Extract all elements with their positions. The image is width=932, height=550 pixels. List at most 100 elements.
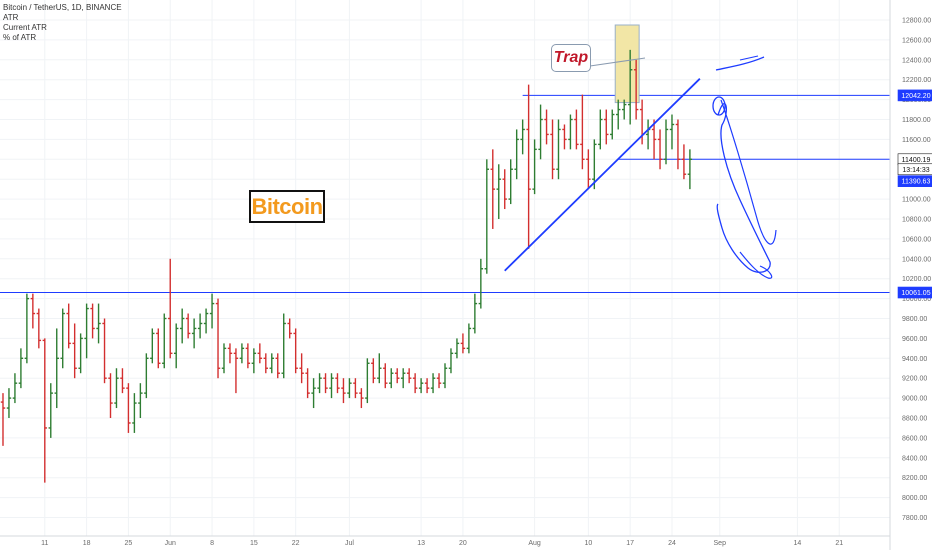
ohlc-bar [610, 109, 615, 140]
indicator-current-atr[interactable]: Current ATR [3, 23, 47, 32]
horizontal-lines [0, 94, 890, 294]
trap-highlight-zone [614, 24, 640, 104]
ohlc-bar [526, 84, 531, 249]
ohlc-bar [293, 328, 298, 374]
price-tag: 10061.05 [897, 286, 932, 299]
price-tick-label: 10800.00 [902, 217, 931, 224]
ohlc-bar [197, 313, 203, 339]
ohlc-bar [669, 114, 675, 150]
ohlc-bar [18, 348, 24, 389]
ohlc-bar [150, 328, 155, 364]
indicator-percent-atr[interactable]: % of ATR [3, 33, 37, 42]
ohlc-bar [329, 373, 334, 399]
ohlc-bar [347, 378, 352, 399]
time-tick-label: 14 [794, 540, 802, 547]
ohlc-bar [191, 318, 197, 349]
price-tick-label: 12600.00 [902, 37, 931, 44]
ohlc-bar [239, 343, 245, 364]
ohlc-bar [544, 109, 549, 145]
chart-legend: Bitcoin / TetherUS, 1D, BINANCE ATR Curr… [3, 3, 122, 43]
ohlc-bar [48, 383, 53, 438]
upper-arc-stroke [715, 56, 765, 71]
ohlc-bar [138, 383, 143, 418]
time-axis[interactable]: 11 18 25 Jun 8 15 22 Jul 13 20 Aug 10 17 24 Sep 14 21 [0, 535, 890, 547]
price-tick-label: 9600.00 [902, 336, 927, 343]
time-tick-label: 24 [668, 540, 676, 547]
ohlc-bar [209, 293, 215, 329]
price-tick-label: 8200.00 [902, 475, 927, 482]
time-tick-label: Jun [165, 540, 176, 547]
ohlc-bar [645, 119, 651, 150]
indicator-atr[interactable]: ATR [3, 13, 19, 22]
trap-callout: Trap [551, 44, 591, 72]
price-axis[interactable]: 7800.00 8000.00 8200.00 8400.00 8600.00 8800.… [889, 0, 931, 550]
price-tag-label: 12042.20 [901, 93, 930, 100]
price-tick-label: 9000.00 [902, 396, 927, 403]
ohlc-bar [72, 323, 77, 379]
projection-loop [739, 251, 773, 279]
price-tick-label: 9800.00 [902, 316, 927, 323]
price-tag-label: 13:14:33 [902, 167, 929, 174]
ohlc-bar [406, 368, 412, 384]
ohlc-bar [395, 368, 400, 384]
time-tick-label: 15 [250, 540, 258, 547]
price-tick-label: 10400.00 [902, 256, 931, 263]
ohlc-bar [371, 358, 376, 384]
price-tag-bg [897, 286, 932, 299]
price-tag-label: 11390.63 [902, 179, 931, 186]
ohlc-bar [472, 293, 478, 334]
time-tick-label: 22 [292, 540, 300, 547]
ohlc-bar [621, 99, 627, 120]
ohlc-bar [353, 378, 358, 399]
ohlc-bar [490, 149, 495, 229]
ohlc-bar [287, 318, 292, 339]
price-tick-label: 12400.00 [902, 57, 931, 64]
price-tag-label: 11400.19 [902, 157, 931, 164]
price-tick-label: 9200.00 [902, 376, 927, 383]
ohlc-bar [675, 119, 681, 170]
projection-stroke-right [720, 99, 777, 245]
ohlc-bar [389, 368, 394, 389]
ohlc-bar [203, 308, 209, 334]
ohlc-bar [233, 348, 239, 394]
time-tick-label: 8 [210, 540, 214, 547]
time-tick-label: 13 [417, 540, 425, 547]
ohlc-bar [520, 119, 525, 155]
ohlc-bar [484, 159, 490, 274]
ohlc-bar [478, 258, 484, 309]
ohlc-bar [454, 338, 460, 359]
trap-callout-pointer [589, 57, 646, 67]
ohlc-bar [36, 308, 42, 349]
price-tag: 11390.63 [897, 175, 932, 187]
ohlc-bar [502, 169, 507, 210]
ohlc-bar [132, 393, 137, 433]
price-tick-label: 10200.00 [902, 276, 931, 283]
ohlc-bar [365, 358, 370, 404]
price-tag-bg [897, 89, 932, 102]
ohlc-bar [30, 293, 36, 329]
ohlc-bar [568, 114, 573, 150]
ohlc-bar [12, 373, 18, 404]
freehand-projection-drawing [712, 55, 777, 279]
ohlc-bar [687, 149, 693, 190]
price-tick-label: 8000.00 [902, 495, 927, 502]
ohlc-bar [532, 139, 537, 195]
ohlc-bar [496, 164, 501, 219]
ohlc-bar [436, 373, 442, 389]
symbol-title[interactable]: Bitcoin / TetherUS, 1D, BINANCE [3, 3, 122, 12]
ohlc-bar [263, 353, 269, 374]
price-tag-label: 10061.05 [901, 290, 930, 297]
price-tick-label: 8800.00 [902, 416, 927, 423]
ohlc-bar [556, 119, 561, 180]
ohlc-bar [114, 368, 119, 409]
ohlc-bar [460, 333, 466, 354]
time-tick-label: 11 [41, 540, 48, 547]
ascending-trendline [504, 78, 701, 272]
ohlc-bar [466, 323, 472, 354]
price-tag: 13:14:33 [897, 163, 932, 176]
ohlc-bar [633, 59, 639, 120]
ohlc-bar [96, 303, 101, 344]
ohlc-bar [221, 343, 227, 374]
upper-arc-stroke-2 [739, 55, 759, 61]
